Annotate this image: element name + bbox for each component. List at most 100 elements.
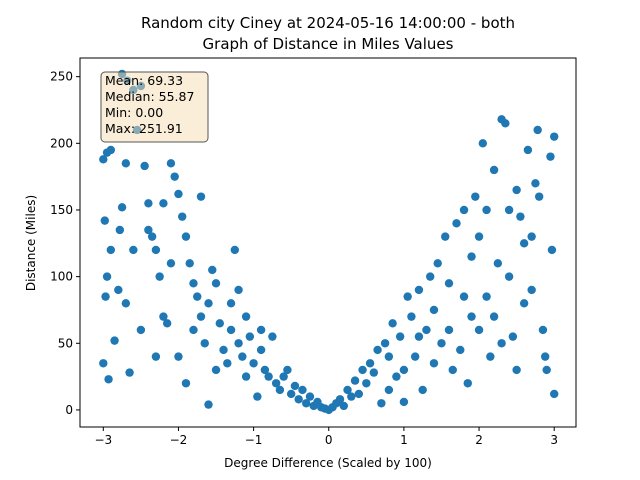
point	[362, 379, 371, 388]
point	[121, 299, 131, 308]
point	[238, 352, 247, 361]
chart-title: Random city Ciney at 2024-05-16 14:00:00…	[141, 14, 515, 32]
point	[350, 376, 360, 385]
y-tick-label: 250	[50, 70, 73, 84]
x-tick-label: 0	[325, 433, 333, 447]
point	[181, 232, 191, 241]
point	[534, 192, 544, 201]
point	[527, 285, 536, 295]
y-tick-label: 100	[50, 270, 73, 284]
x-tick-label: −1	[245, 433, 263, 447]
point	[377, 399, 386, 408]
point	[516, 212, 525, 221]
point	[456, 345, 465, 355]
point	[471, 192, 480, 201]
x-tick-label: −3	[94, 433, 112, 447]
point	[166, 159, 176, 168]
point	[170, 172, 179, 181]
point	[260, 365, 270, 375]
point	[115, 225, 125, 235]
x-tick-label: 2	[475, 433, 483, 447]
point	[99, 155, 108, 164]
point	[140, 161, 149, 171]
stats-text: Mean: 69.33	[105, 73, 183, 88]
point	[486, 352, 495, 361]
point	[335, 395, 345, 404]
point	[234, 285, 243, 295]
point	[410, 352, 420, 361]
y-axis-label: Distance (Miles)	[24, 195, 38, 291]
point	[178, 212, 187, 221]
stats-text: Min: 0.00	[105, 105, 163, 120]
point	[290, 381, 300, 391]
point	[174, 352, 183, 361]
point	[504, 272, 514, 281]
point	[102, 272, 112, 281]
point	[283, 365, 292, 375]
point	[101, 292, 110, 301]
point	[493, 259, 503, 268]
point	[467, 252, 476, 261]
stats-box	[100, 71, 209, 143]
point	[441, 232, 450, 241]
point	[215, 319, 224, 328]
point	[399, 365, 409, 375]
point	[414, 285, 424, 295]
point	[286, 389, 296, 399]
point	[129, 245, 138, 255]
point	[99, 359, 108, 368]
point	[106, 245, 116, 255]
point	[189, 325, 198, 335]
x-tick-label: 1	[400, 433, 408, 447]
point	[226, 299, 236, 308]
point	[155, 272, 164, 281]
point	[407, 312, 416, 321]
point	[185, 259, 194, 268]
point	[159, 199, 168, 208]
point	[550, 389, 559, 399]
point	[211, 365, 221, 375]
point	[117, 203, 127, 212]
point	[249, 359, 258, 368]
point	[241, 372, 251, 381]
x-axis-label: Degree Difference (Scaled by 100)	[224, 456, 432, 470]
y-tick-label: 0	[65, 403, 73, 417]
point	[211, 279, 221, 288]
point	[533, 125, 542, 135]
point	[459, 205, 469, 215]
point	[523, 145, 533, 155]
point	[399, 397, 409, 407]
point	[426, 272, 435, 281]
point	[196, 192, 206, 201]
y-tick-label: 150	[50, 203, 73, 217]
point	[384, 352, 394, 361]
point	[294, 395, 303, 404]
point	[253, 392, 262, 401]
point	[245, 332, 255, 341]
point	[151, 352, 161, 361]
point	[512, 365, 521, 375]
point	[271, 379, 281, 388]
point	[380, 339, 390, 348]
point	[395, 332, 405, 341]
point	[144, 225, 153, 235]
point	[204, 400, 213, 409]
point	[159, 312, 168, 321]
point	[482, 292, 491, 301]
point	[448, 365, 457, 375]
point	[519, 239, 529, 248]
point	[459, 292, 469, 301]
point	[418, 385, 427, 395]
point	[343, 385, 352, 395]
point	[540, 352, 550, 361]
point	[302, 399, 311, 408]
point	[166, 259, 176, 268]
point	[181, 379, 191, 388]
point	[223, 359, 232, 368]
point	[508, 332, 518, 341]
point	[429, 305, 439, 315]
point	[219, 345, 228, 355]
point	[226, 325, 236, 335]
point	[144, 199, 153, 208]
